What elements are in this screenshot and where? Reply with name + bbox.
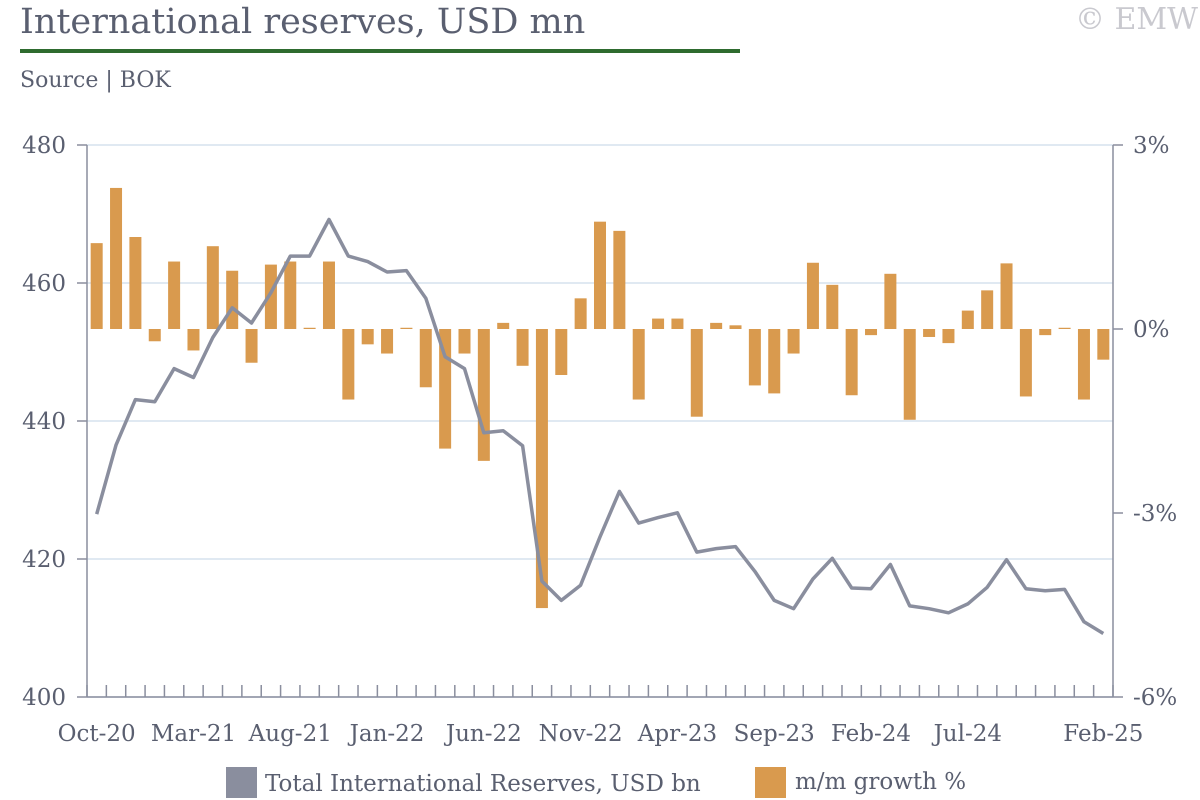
x-tick-label: Feb-24 bbox=[831, 721, 911, 747]
growth-bar bbox=[1077, 329, 1090, 400]
growth-bar bbox=[826, 284, 839, 329]
y-right-tick-label: 3% bbox=[1133, 133, 1170, 159]
growth-bar bbox=[226, 270, 239, 329]
growth-bar bbox=[884, 273, 897, 329]
x-tick-label: Mar-21 bbox=[151, 721, 236, 747]
legend-label-growth: m/m growth % bbox=[795, 769, 966, 795]
growth-bar bbox=[419, 329, 432, 388]
growth-bar bbox=[690, 329, 703, 417]
y-left-tick-label: 420 bbox=[22, 547, 66, 573]
growth-bar bbox=[593, 221, 607, 329]
growth-bar bbox=[381, 329, 394, 354]
growth-bar bbox=[206, 246, 219, 329]
y-right-tick-label: -6% bbox=[1133, 685, 1177, 711]
y-right-tick-label: -3% bbox=[1133, 501, 1177, 527]
growth-bar bbox=[942, 329, 955, 344]
y-left-tick-label: 400 bbox=[22, 685, 66, 711]
y-right-tick-label: 0% bbox=[1133, 317, 1170, 343]
growth-bar bbox=[652, 318, 665, 329]
growth-bar bbox=[187, 329, 200, 351]
growth-bar bbox=[458, 329, 471, 354]
growth-bar bbox=[1058, 327, 1071, 329]
growth-bar bbox=[710, 322, 723, 329]
x-tick-label: Jul-24 bbox=[932, 721, 1002, 747]
x-tick-label: Oct-20 bbox=[58, 721, 136, 747]
x-tick-label: Jan-22 bbox=[348, 721, 425, 747]
legend-swatch-growth bbox=[755, 767, 786, 798]
growth-bar bbox=[729, 325, 742, 329]
growth-bar bbox=[129, 237, 142, 329]
growth-bar bbox=[148, 329, 161, 342]
growth-bar bbox=[981, 290, 994, 329]
x-tick-label: Sep-23 bbox=[734, 721, 815, 747]
growth-bar bbox=[806, 262, 819, 329]
growth-bar bbox=[671, 318, 684, 329]
growth-bar bbox=[903, 329, 916, 420]
growth-bar bbox=[516, 329, 529, 366]
x-tick-label: Jun-22 bbox=[444, 721, 522, 747]
growth-bar bbox=[923, 329, 936, 337]
growth-bar bbox=[1000, 263, 1013, 329]
growth-bar bbox=[90, 243, 103, 329]
growth-bar bbox=[613, 230, 626, 329]
x-tick-label: Aug-21 bbox=[248, 721, 332, 747]
growth-bar bbox=[400, 327, 413, 329]
title-underline bbox=[20, 49, 740, 53]
growth-bar bbox=[632, 329, 645, 400]
reserves-line bbox=[95, 217, 1105, 635]
y-left-tick-label: 460 bbox=[22, 271, 66, 297]
growth-bar bbox=[1039, 329, 1052, 336]
growth-bar bbox=[1019, 329, 1032, 397]
growth-bar bbox=[264, 264, 277, 329]
growth-bar bbox=[322, 261, 335, 329]
watermark: © EMW bbox=[1075, 2, 1198, 37]
growth-bar bbox=[574, 298, 587, 329]
legend-label-reserves: Total International Reserves, USD bn bbox=[265, 771, 701, 797]
chart-title: International reserves, USD mn bbox=[20, 2, 586, 42]
legend-swatch-reserves bbox=[226, 767, 257, 798]
growth-bar bbox=[168, 261, 181, 329]
growth-bar bbox=[961, 310, 974, 329]
growth-bar bbox=[845, 329, 858, 396]
growth-bar bbox=[284, 261, 297, 329]
growth-bar bbox=[477, 329, 490, 461]
growth-bar bbox=[865, 329, 878, 336]
growth-bar bbox=[342, 329, 355, 400]
y-left-tick-label: 440 bbox=[22, 409, 66, 435]
x-tick-label: Nov-22 bbox=[539, 721, 623, 747]
x-tick-label: Apr-23 bbox=[637, 721, 717, 747]
growth-bar bbox=[361, 329, 374, 345]
growth-bar bbox=[768, 329, 781, 394]
y-left-tick-label: 480 bbox=[22, 133, 66, 159]
growth-bar bbox=[555, 329, 568, 375]
growth-bar bbox=[497, 322, 510, 329]
growth-bar bbox=[748, 329, 761, 386]
growth-bar bbox=[110, 187, 123, 329]
growth-bar bbox=[535, 329, 548, 609]
growth-bar bbox=[787, 329, 800, 354]
growth-bar bbox=[1097, 329, 1110, 360]
growth-bar bbox=[303, 327, 316, 329]
chart-source: Source | BOK bbox=[20, 68, 171, 93]
x-tick-label: Feb-25 bbox=[1063, 721, 1143, 747]
growth-bar bbox=[245, 329, 258, 363]
